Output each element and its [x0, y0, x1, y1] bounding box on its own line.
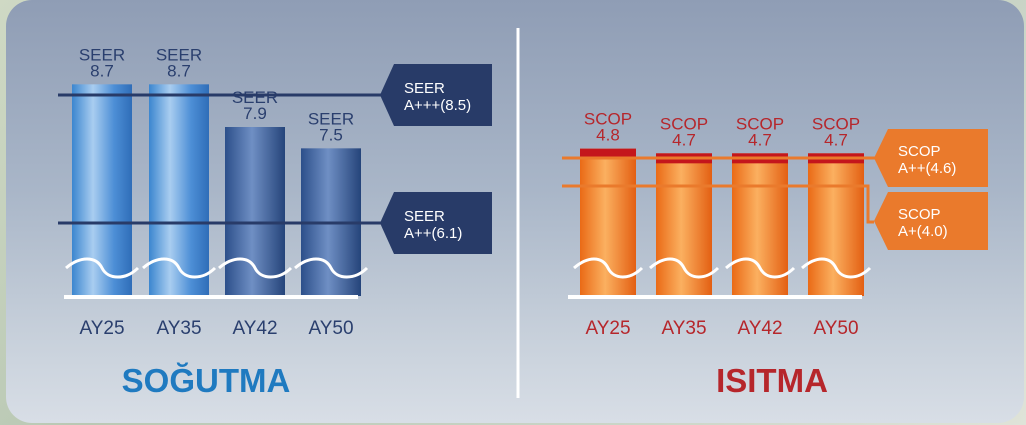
bar-ay25: [72, 84, 132, 296]
value-label-ay50: 4.7: [824, 130, 848, 149]
tick-label-ay42: AY42: [232, 318, 277, 339]
heating-chart: ISITMA SCOP4.8AY25SCOP4.7AY35SCOP4.7AY42…: [562, 110, 988, 399]
value-label-prefix-ay42: SCOP: [736, 114, 784, 133]
cooling-chart: SOĞUTMA SEER8.7AY25SEER8.7AY35SEER7.9AY4…: [58, 45, 492, 399]
reference-badge-label-1: SCOP: [898, 206, 941, 223]
bar-ay35: [149, 84, 209, 296]
reference-badge-label-0: SEER: [404, 80, 445, 97]
value-label-ay50: 7.5: [319, 125, 343, 144]
energy-efficiency-chart: SOĞUTMA SEER8.7AY25SEER8.7AY35SEER7.9AY4…: [58, 28, 988, 399]
tick-label-ay35: AY35: [661, 318, 706, 339]
bar-ay25: [580, 148, 636, 296]
reference-line-1: [562, 184, 874, 224]
axis-break-ay25: [65, 257, 140, 279]
bar-ay42: [732, 153, 788, 296]
value-label-prefix-ay35: SCOP: [660, 114, 708, 133]
value-label-prefix-ay50: SEER: [308, 109, 354, 128]
reference-badge-label-1: SEER: [404, 208, 445, 225]
axis-break-ay42: [218, 257, 293, 279]
chart-panel: SOĞUTMA SEER 8.7 AY25 SEER 8.7 AY35 SEER 7.9 AY4…: [6, 0, 1024, 423]
axis-break-ay50: [294, 257, 369, 279]
value-label-ay25: 8.7: [90, 61, 114, 80]
value-label-prefix-ay42: SEER: [232, 88, 278, 107]
tick-label-ay25: AY25: [585, 318, 630, 339]
tick-label-ay35: AY35: [156, 318, 201, 339]
tick-label-ay50: AY50: [308, 318, 353, 339]
bar-ay35: [656, 153, 712, 296]
value-label-prefix-ay50: SCOP: [812, 114, 860, 133]
tick-label-ay50: AY50: [813, 318, 858, 339]
heating-title: ISITMA: [716, 362, 828, 399]
value-label-ay42: 7.9: [243, 104, 267, 123]
value-label-ay35: 4.7: [672, 130, 696, 149]
axis-break-ay42: [725, 257, 796, 279]
axis-break-ay35: [142, 257, 217, 279]
value-label-ay42: 4.7: [748, 130, 772, 149]
reference-badge-value-0: A+++(8.5): [404, 97, 471, 114]
axis-break-ay50: [801, 257, 872, 279]
tick-label-ay25: AY25: [79, 318, 124, 339]
reference-badge-value-1: A++(6.1): [404, 225, 462, 242]
bar-cap-ay25: [580, 148, 636, 159]
value-label-prefix-ay35: SEER: [156, 45, 202, 64]
axis-break-ay25: [573, 257, 644, 279]
reference-badge-value-1: A+(4.0): [898, 223, 948, 240]
value-label-prefix-ay25: SCOP: [584, 110, 632, 129]
value-label-ay25: 4.8: [596, 126, 620, 145]
cooling-title: SOĞUTMA: [122, 362, 291, 399]
axis-break-ay35: [649, 257, 720, 279]
reference-badge-value-0: A++(4.6): [898, 160, 956, 177]
bar-ay50: [808, 153, 864, 296]
reference-badge-0: [874, 129, 988, 187]
reference-badge-0: [380, 64, 492, 126]
value-label-prefix-ay25: SEER: [79, 45, 125, 64]
value-label-ay35: 8.7: [167, 61, 191, 80]
reference-badge-1: [380, 192, 492, 254]
reference-badge-label-0: SCOP: [898, 143, 941, 160]
tick-label-ay42: AY42: [737, 318, 782, 339]
reference-badge-1: [874, 192, 988, 250]
